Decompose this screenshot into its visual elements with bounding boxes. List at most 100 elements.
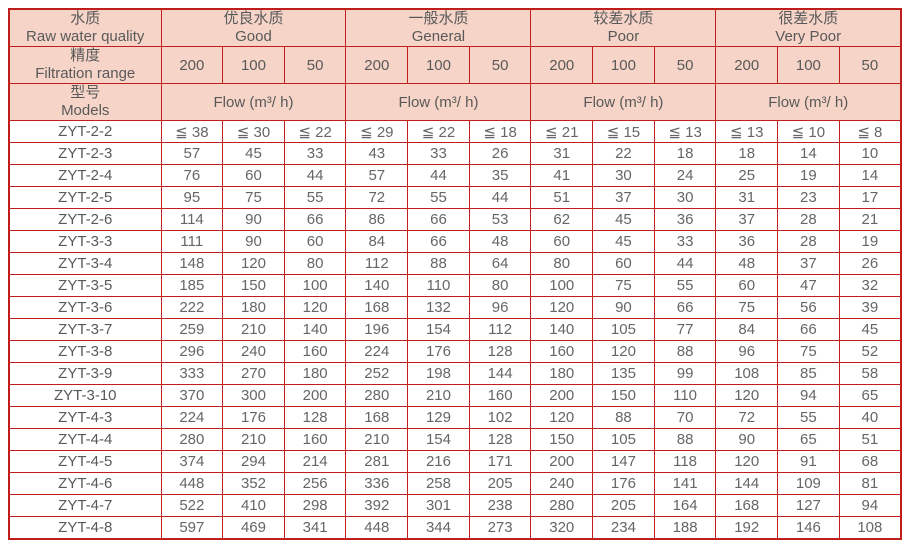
model-cell: ZYT-4-4 (8, 428, 162, 451)
value-cell: 120 (530, 406, 594, 429)
value-cell: 55 (407, 186, 470, 209)
value-cell: 198 (407, 362, 470, 385)
table-row: ZYT-4-5 374 294 214 281 216 171 200 147 118 120 91 6… (8, 450, 902, 473)
value-cell: 196 (345, 318, 409, 341)
value-cell: 522 (160, 494, 224, 517)
value-cell: 150 (592, 384, 655, 407)
value-cell: 205 (592, 494, 655, 517)
value-cell: 154 (407, 318, 470, 341)
value-cell: 30 (592, 164, 655, 187)
value-cell: 108 (838, 516, 902, 540)
value-cell: 25 (715, 164, 779, 187)
models-header: 型号 Models (8, 83, 162, 121)
model-cell: ZYT-2-6 (8, 208, 162, 231)
quality-group-header-0-en: Good (235, 28, 272, 45)
value-cell: 120 (530, 296, 594, 319)
value-cell: 192 (715, 516, 779, 540)
table-row: ZYT-3-10 370 300 200 280 210 160 200 150 110 120 94… (8, 384, 902, 407)
value-cell: 224 (345, 340, 409, 363)
value-cell: 188 (653, 516, 717, 540)
quality-group-header-1-zh: 一般水质 (408, 10, 469, 27)
value-cell: 32 (838, 274, 902, 297)
value-cell: 270 (222, 362, 285, 385)
value-cell: 96 (468, 296, 532, 319)
model-cell: ZYT-4-3 (8, 406, 162, 429)
flow-label-cell-3: Flow (m³/ h) (715, 83, 902, 121)
value-cell: ≦ 13 (653, 120, 717, 143)
value-cell: 48 (715, 252, 779, 275)
value-cell: 44 (407, 164, 470, 187)
flow-label-cell-1: Flow (m³/ h) (345, 83, 532, 121)
value-cell: 86 (345, 208, 409, 231)
value-cell: 168 (715, 494, 779, 517)
value-cell: 52 (838, 340, 902, 363)
value-cell: 56 (777, 296, 840, 319)
value-cell: 57 (345, 164, 409, 187)
value-cell: 256 (283, 472, 347, 495)
value-cell: 55 (777, 406, 840, 429)
table-row: ZYT-3-4 148 120 80 112 88 64 80 60 44 48 37 26 (8, 252, 902, 275)
value-cell: 60 (715, 274, 779, 297)
value-cell: 14 (777, 142, 840, 165)
value-cell: 185 (160, 274, 224, 297)
value-cell: 36 (715, 230, 779, 253)
value-cell: 43 (345, 142, 409, 165)
quality-group-header-2-zh: 较差水质 (593, 10, 654, 27)
value-cell: 205 (468, 472, 532, 495)
value-cell: 140 (345, 274, 409, 297)
value-cell: 88 (653, 428, 717, 451)
value-cell: ≦ 15 (592, 120, 655, 143)
value-cell: 66 (283, 208, 347, 231)
value-cell: 298 (283, 494, 347, 517)
value-cell: 44 (283, 164, 347, 187)
value-cell: 19 (777, 164, 840, 187)
value-cell: ≦ 8 (838, 120, 902, 143)
value-cell: 33 (653, 230, 717, 253)
filtration-value-cell: 200 (530, 46, 594, 84)
filtration-value-cell: 50 (468, 46, 532, 84)
filtration-value-cell: 50 (283, 46, 347, 84)
value-cell: 200 (530, 384, 594, 407)
value-cell: 144 (468, 362, 532, 385)
value-cell: 180 (222, 296, 285, 319)
table-row: ZYT-3-6 222 180 120 168 132 96 120 90 66 75 56 39 (8, 296, 902, 319)
models-header-zh: 型号 (70, 84, 101, 102)
value-cell: 100 (530, 274, 594, 297)
value-cell: 224 (160, 406, 224, 429)
quality-group-header-0-zh: 优良水质 (223, 10, 284, 27)
value-cell: 410 (222, 494, 285, 517)
value-cell: 176 (222, 406, 285, 429)
table-row: ZYT-3-5 185 150 100 140 110 80 100 75 55 60 47 32 (8, 274, 902, 297)
value-cell: 140 (530, 318, 594, 341)
model-cell: ZYT-4-7 (8, 494, 162, 517)
value-cell: 112 (345, 252, 409, 275)
value-cell: 112 (468, 318, 532, 341)
value-cell: 341 (283, 516, 347, 540)
value-cell: 160 (530, 340, 594, 363)
value-cell: 109 (777, 472, 840, 495)
value-cell: 99 (653, 362, 717, 385)
value-cell: 294 (222, 450, 285, 473)
value-cell: 70 (653, 406, 717, 429)
filtration-range-header-en: Filtration range (35, 65, 136, 82)
value-cell: 110 (653, 384, 717, 407)
value-cell: 19 (838, 230, 902, 253)
value-cell: ≦ 22 (407, 120, 470, 143)
filtration-value-cell: 100 (222, 46, 285, 84)
value-cell: 280 (160, 428, 224, 451)
value-cell: 77 (653, 318, 717, 341)
value-cell: 90 (222, 230, 285, 253)
value-cell: 66 (407, 208, 470, 231)
value-cell: 58 (838, 362, 902, 385)
value-cell: 111 (160, 230, 224, 253)
table-row: ZYT-3-3 111 90 60 84 66 48 60 45 33 36 28 19 (8, 230, 902, 253)
value-cell: 40 (838, 406, 902, 429)
value-cell: 252 (345, 362, 409, 385)
value-cell: 180 (283, 362, 347, 385)
value-cell: 80 (283, 252, 347, 275)
value-cell: 154 (407, 428, 470, 451)
table-row: ZYT-4-4 280 210 160 210 154 128 150 105 88 90 65 51 (8, 428, 902, 451)
filtration-value-cell: 200 (345, 46, 409, 84)
value-cell: 120 (715, 384, 779, 407)
filtration-value-cell: 100 (777, 46, 840, 84)
